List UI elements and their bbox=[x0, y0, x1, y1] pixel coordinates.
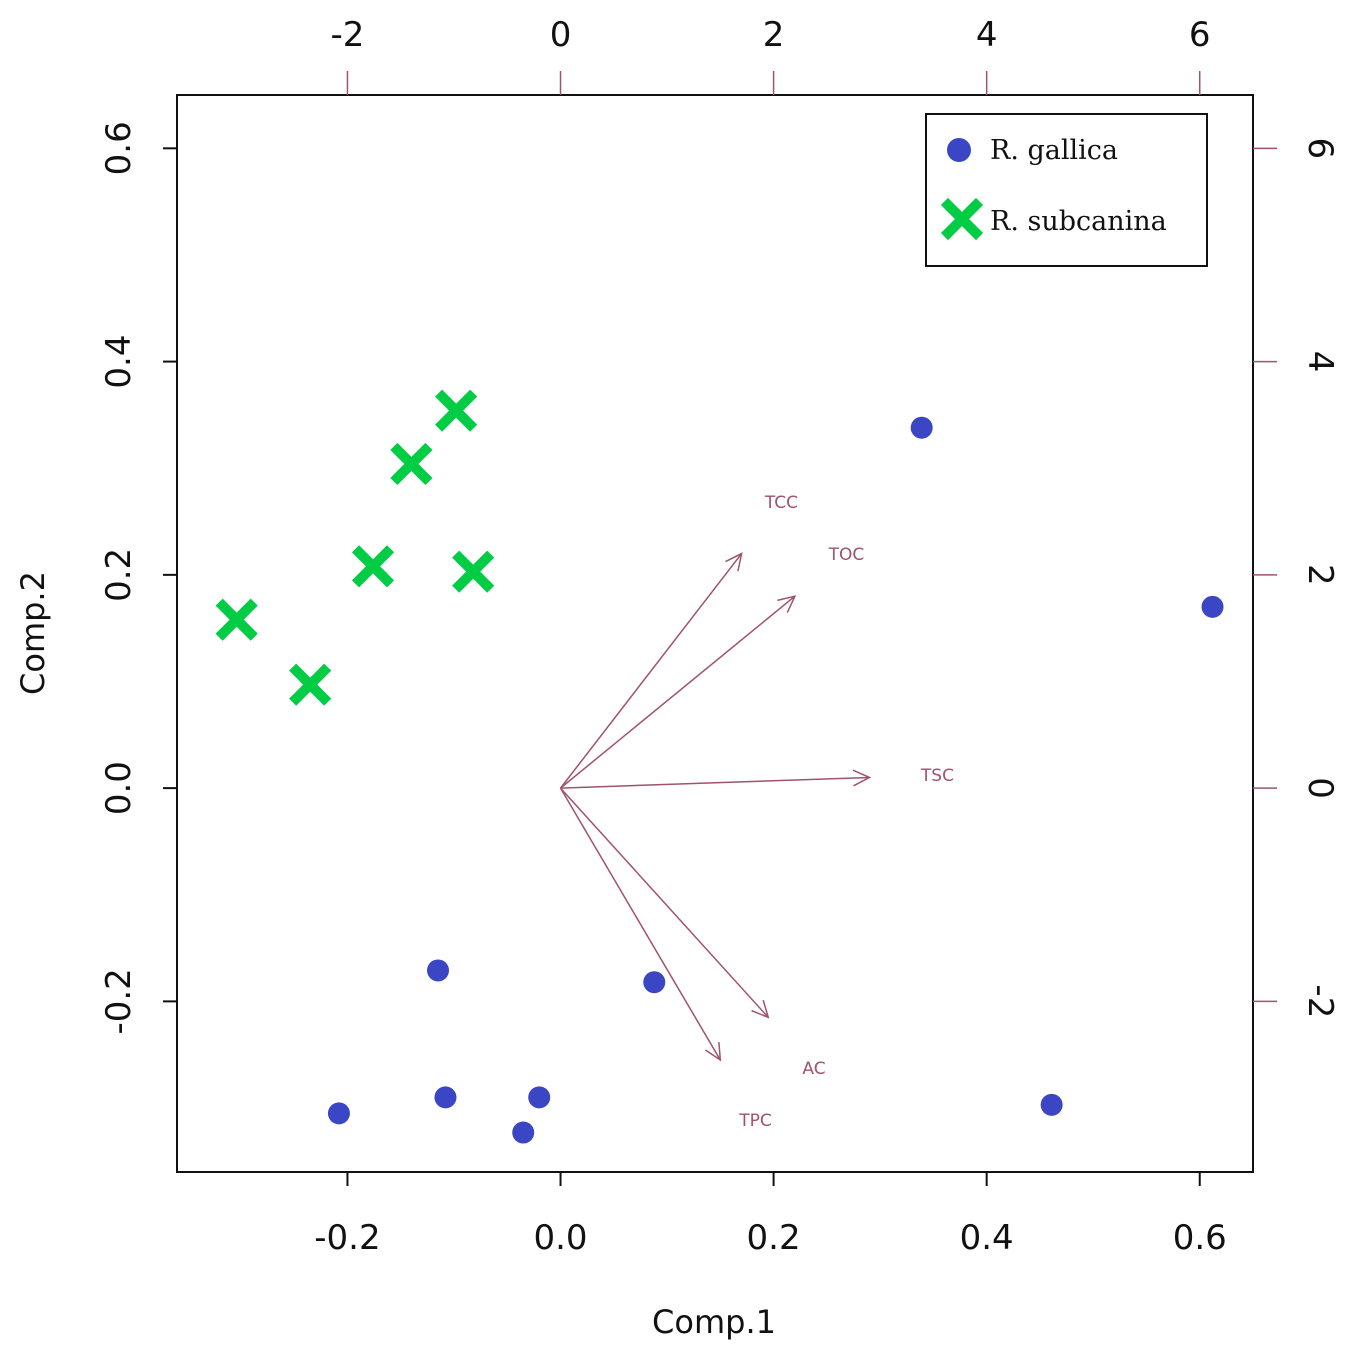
arrowhead-ac bbox=[751, 999, 770, 1019]
legend-gallica-label: R. gallica bbox=[990, 135, 1118, 166]
right-tick-label: 0 bbox=[1300, 777, 1340, 799]
point-r-gallica bbox=[643, 971, 666, 994]
right-tick-label: 4 bbox=[1300, 351, 1340, 373]
x-tick-label: 0.0 bbox=[533, 1218, 587, 1258]
top-tick-label: 6 bbox=[1189, 15, 1211, 55]
arrowhead-toc bbox=[777, 595, 797, 613]
arrowhead-tsc bbox=[852, 769, 872, 787]
top-tick-label: -2 bbox=[331, 15, 365, 55]
point-r-gallica bbox=[910, 416, 933, 439]
loading-arrows: TCC TOC TSC AC TPC bbox=[559, 493, 954, 1131]
point-r-gallica bbox=[1201, 595, 1224, 618]
legend-subcanina-label: R. subcanina bbox=[990, 206, 1167, 237]
top-tick-label: 2 bbox=[763, 15, 785, 55]
loading-arrow-toc bbox=[560, 595, 796, 789]
y-tick-label: 0.2 bbox=[99, 548, 139, 602]
point-r-gallica bbox=[434, 1086, 457, 1109]
x-axis-title: Comp.1 bbox=[652, 1303, 776, 1341]
score-points bbox=[215, 389, 1224, 1144]
point-r-gallica bbox=[327, 1102, 350, 1125]
legend-subcanina-marker bbox=[940, 197, 984, 241]
point-r-subcanina bbox=[289, 663, 332, 706]
x-axis: -0.2 0.0 0.2 0.4 0.6 bbox=[314, 1172, 1227, 1258]
loading-label-toc: TOC bbox=[828, 545, 865, 565]
y-tick-label: -0.2 bbox=[99, 968, 139, 1034]
y-tick-label: 0.4 bbox=[99, 335, 139, 389]
legend-gallica-marker bbox=[947, 138, 971, 162]
point-r-subcanina bbox=[435, 389, 478, 432]
top-secondary-axis: -2 0 2 4 6 bbox=[331, 15, 1211, 95]
loading-arrow-tcc bbox=[559, 553, 743, 789]
top-tick-label: 4 bbox=[976, 15, 998, 55]
loading-label-tcc: TCC bbox=[764, 493, 798, 513]
loading-label-tpc: TPC bbox=[738, 1111, 772, 1131]
x-tick-label: -0.2 bbox=[314, 1218, 380, 1258]
loading-label-tsc: TSC bbox=[920, 766, 954, 786]
legend: R. gallica R. subcanina bbox=[925, 113, 1208, 267]
y-axis-title: Comp.2 bbox=[14, 571, 52, 695]
loading-arrow-tsc bbox=[560, 776, 870, 789]
legend-box bbox=[925, 113, 1208, 267]
x-tick-label: 0.6 bbox=[1173, 1218, 1227, 1258]
arrowhead-tpc bbox=[704, 1042, 722, 1062]
x-tick-label: 0.2 bbox=[747, 1218, 801, 1258]
x-tick-label: 0.4 bbox=[960, 1218, 1014, 1258]
right-tick-label: 2 bbox=[1300, 564, 1340, 586]
plot-frame bbox=[176, 94, 1254, 1173]
y-tick-label: 0.6 bbox=[99, 121, 139, 175]
point-r-subcanina bbox=[390, 442, 433, 486]
y-axis: -0.2 0.0 0.2 0.4 0.6 bbox=[99, 121, 177, 1035]
loading-label-ac: AC bbox=[802, 1059, 825, 1079]
right-tick-label: 6 bbox=[1300, 137, 1340, 159]
point-r-gallica bbox=[1040, 1093, 1063, 1116]
point-r-subcanina bbox=[215, 598, 258, 641]
point-r-gallica bbox=[427, 959, 450, 982]
right-tick-label: -2 bbox=[1300, 984, 1340, 1018]
point-r-subcanina bbox=[452, 550, 495, 593]
point-r-gallica bbox=[512, 1121, 535, 1144]
point-r-subcanina bbox=[351, 545, 395, 588]
right-secondary-axis: -2 0 2 4 6 bbox=[1253, 137, 1340, 1018]
point-r-gallica bbox=[528, 1086, 551, 1109]
top-tick-label: 0 bbox=[550, 15, 572, 55]
loading-arrow-tpc bbox=[559, 787, 721, 1061]
y-tick-label: 0.0 bbox=[99, 761, 139, 815]
arrowhead-tcc bbox=[725, 552, 743, 572]
loading-arrow-ac bbox=[559, 787, 769, 1018]
